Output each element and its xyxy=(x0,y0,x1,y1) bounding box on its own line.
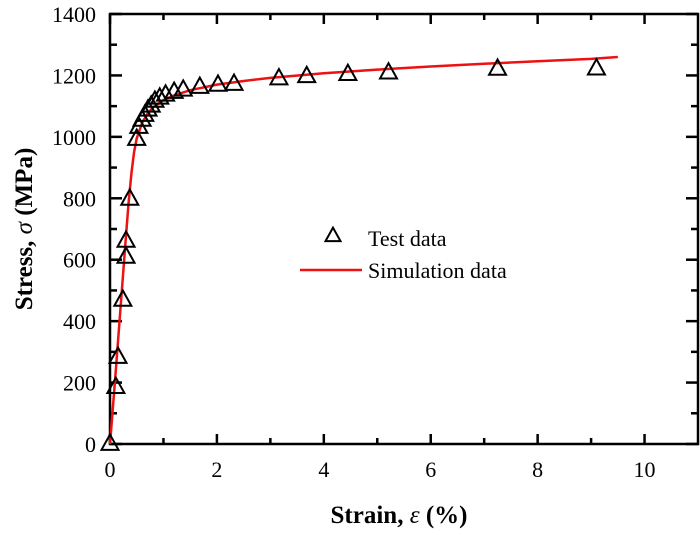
test-data-point xyxy=(115,229,137,248)
test-data-point xyxy=(337,62,359,82)
x-axis-title-suffix: (%) xyxy=(420,502,468,529)
test-data-point xyxy=(99,432,121,451)
y-tick-label: 1000 xyxy=(52,125,96,150)
test-data-point xyxy=(487,57,508,76)
simulation-data-line xyxy=(108,55,618,445)
test-data-point xyxy=(119,187,140,206)
y-tick-label: 600 xyxy=(63,248,96,273)
test-data-point xyxy=(126,127,147,146)
y-tick-label: 400 xyxy=(63,309,96,334)
y-tick-label: 1400 xyxy=(52,2,96,27)
legend: Test data Simulation data xyxy=(300,225,507,283)
x-tick-label: 2 xyxy=(211,457,222,482)
y-tick-label: 1200 xyxy=(52,63,96,88)
x-tick-label: 6 xyxy=(425,457,436,482)
x-tick-label: 8 xyxy=(532,457,543,482)
legend-test-data-label: Test data xyxy=(368,226,447,251)
y-axis-title-suffix: (MPa) xyxy=(11,148,38,222)
test-data-point xyxy=(149,86,170,105)
legend-test-data-marker xyxy=(323,225,343,243)
plot-area xyxy=(99,55,618,451)
x-axis-title: Strain, ε (%) xyxy=(331,502,468,529)
test-data-point xyxy=(189,75,211,94)
test-data-point xyxy=(207,73,229,92)
legend-simulation-data-label: Simulation data xyxy=(368,258,507,283)
y-tick-label: 800 xyxy=(63,186,96,211)
test-data-point xyxy=(107,345,129,364)
x-tick-label: 10 xyxy=(634,457,656,482)
test-data-point xyxy=(268,66,290,86)
x-axis-title-prefix: Strain, xyxy=(331,502,410,529)
y-axis-title-symbol: σ xyxy=(11,220,38,234)
test-data-point xyxy=(586,57,607,76)
test-data-point xyxy=(112,288,134,307)
x-axis-title-symbol: ε xyxy=(410,502,420,529)
test-data-point xyxy=(223,72,245,91)
test-data-point xyxy=(155,83,176,102)
y-axis-title: Stress, σ (MPa) xyxy=(11,148,38,311)
y-tick-label: 0 xyxy=(85,432,96,457)
test-data-point xyxy=(378,61,399,80)
test-data-point xyxy=(115,245,137,264)
y-tick-label: 200 xyxy=(63,371,96,396)
x-tick-label: 0 xyxy=(105,457,116,482)
x-tick-label: 4 xyxy=(318,457,329,482)
test-data-point xyxy=(173,78,194,97)
test-data-point xyxy=(296,64,317,84)
axes: 0 2 4 6 8 10 0 200 400 600 800 1000 1200 1400 xyxy=(52,2,700,482)
y-axis-title-prefix: Stress, xyxy=(11,234,38,310)
test-data-point xyxy=(105,375,127,394)
test-data-point xyxy=(144,89,166,108)
